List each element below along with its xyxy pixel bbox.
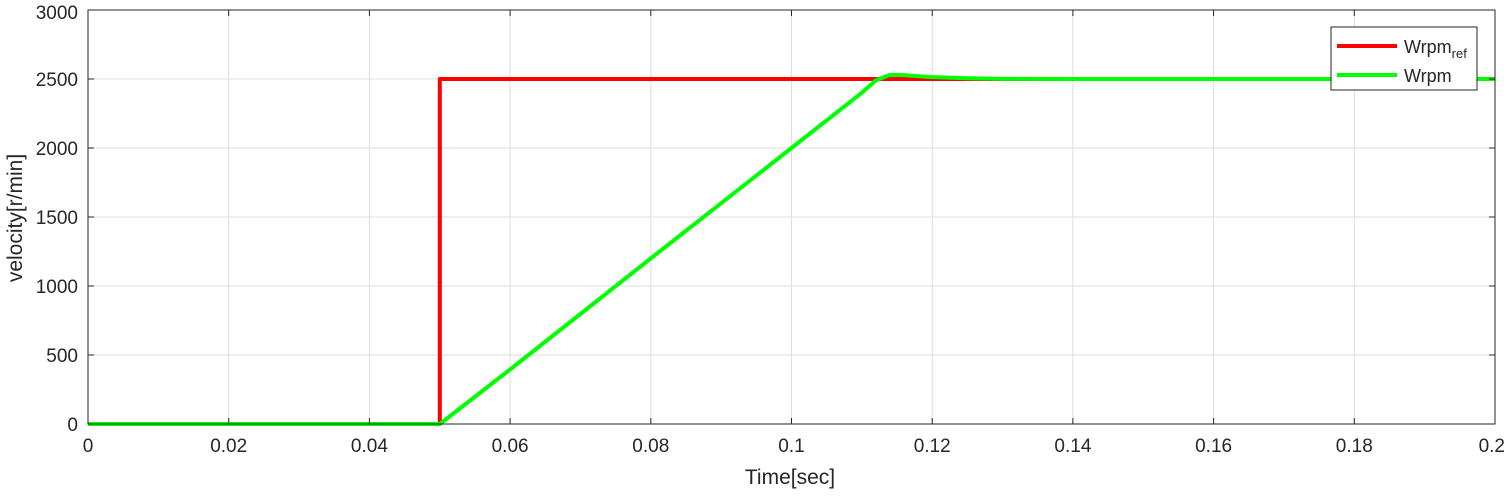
legend-label-subscript: ref xyxy=(1452,46,1468,61)
y-tick-label: 0 xyxy=(67,415,78,436)
y-tick-label: 3000 xyxy=(36,3,78,24)
x-tick-label: 0.1 xyxy=(778,436,804,457)
y-tick-label: 2500 xyxy=(36,70,78,91)
y-tick-label: 2000 xyxy=(36,139,78,160)
y-tick-label: 1500 xyxy=(36,208,78,229)
tick-labels: 0 0.02 0.04 0.06 0.08 0.1 0.12 0.14 0.16 0.18 0.2 0… xyxy=(36,3,1505,457)
x-tick-label: 0.16 xyxy=(1195,436,1232,457)
legend-label: Wrpm xyxy=(1404,66,1452,86)
y-axis-label: velocity[r/min] xyxy=(4,154,27,282)
axes xyxy=(87,9,1496,425)
x-tick-label: 0.08 xyxy=(632,436,669,457)
x-tick-label: 0.14 xyxy=(1054,436,1091,457)
y-tick-label: 1000 xyxy=(36,277,78,298)
legend-box xyxy=(1330,26,1478,91)
x-tick-label: 0.18 xyxy=(1336,436,1373,457)
x-tick-label: 0.02 xyxy=(210,436,247,457)
x-tick-label: 0.06 xyxy=(492,436,529,457)
x-axis-label: Time[sec] xyxy=(745,466,835,489)
x-tick-label: 0.04 xyxy=(351,436,388,457)
series-line-2 xyxy=(88,72,1495,426)
x-tick-label: 0 xyxy=(83,436,94,457)
y-tick-label: 500 xyxy=(46,346,78,367)
x-tick-label: 0.2 xyxy=(1479,436,1505,457)
x-tick-label: 0.12 xyxy=(914,436,951,457)
